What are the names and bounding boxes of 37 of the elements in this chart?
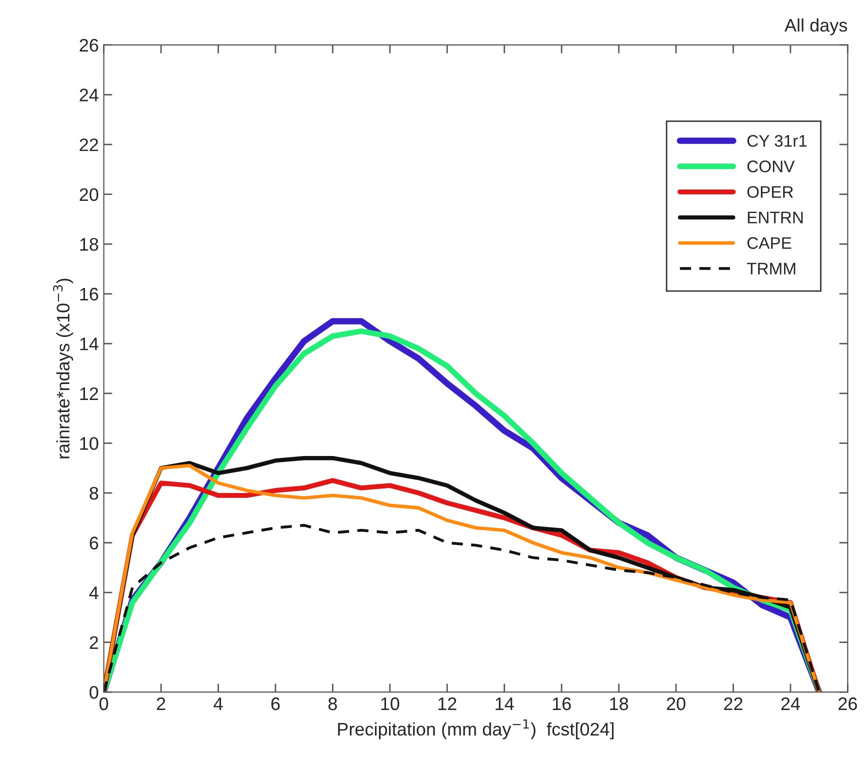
y-tick-label: 24 xyxy=(80,88,98,102)
x-tick-label: 12 xyxy=(438,697,456,710)
y-tick-label: 14 xyxy=(80,338,98,350)
x-tick-label: 10 xyxy=(381,697,400,710)
x-tick-label: 8 xyxy=(328,697,337,710)
y-tick-label: 6 xyxy=(90,536,98,550)
y-tick-label: 20 xyxy=(80,188,98,202)
x-tick-label: 26 xyxy=(838,697,857,710)
x-tick-label: 24 xyxy=(781,697,800,710)
x-tick-label: 0 xyxy=(99,697,108,710)
x-tick-label: 4 xyxy=(214,698,223,710)
legend-label: CONV xyxy=(747,160,795,172)
x-axis-title: Precipitation (mm day$^{−1}$) fcst[024] xyxy=(338,719,614,740)
y-tick-label: 16 xyxy=(80,288,98,301)
y-tick-label: 2 xyxy=(90,636,98,649)
y-tick-label: 22 xyxy=(80,138,98,152)
y-tick-label: 18 xyxy=(80,238,98,251)
legend-label: CY 31r1 xyxy=(747,135,807,147)
legend-label: CAPE xyxy=(747,237,792,249)
y-tick-label: 0 xyxy=(90,686,98,699)
legend-label: TRMM xyxy=(746,262,796,274)
text: All days xyxy=(784,18,848,36)
y-tick-label: 8 xyxy=(90,486,98,500)
x-tick-label: 22 xyxy=(724,697,742,710)
y-tick-label: 10 xyxy=(80,437,98,450)
x-tick-label: 6 xyxy=(271,697,280,710)
y-tick-label: 4 xyxy=(89,586,98,600)
legend-label: OPER xyxy=(747,186,794,198)
legend-label: ENTRN xyxy=(748,212,803,224)
y-axis-title: rainrate*ndays (x10$^{−3}$) xyxy=(53,278,74,458)
x-tick-label: 18 xyxy=(610,697,628,710)
x-tick-label: 16 xyxy=(552,697,571,710)
y-tick-label: 12 xyxy=(80,387,98,400)
x-tick-label: 20 xyxy=(666,697,686,710)
x-tick-label: 14 xyxy=(496,698,514,710)
y-tick-label: 26 xyxy=(80,38,98,52)
x-tick-label: 2 xyxy=(156,697,166,710)
